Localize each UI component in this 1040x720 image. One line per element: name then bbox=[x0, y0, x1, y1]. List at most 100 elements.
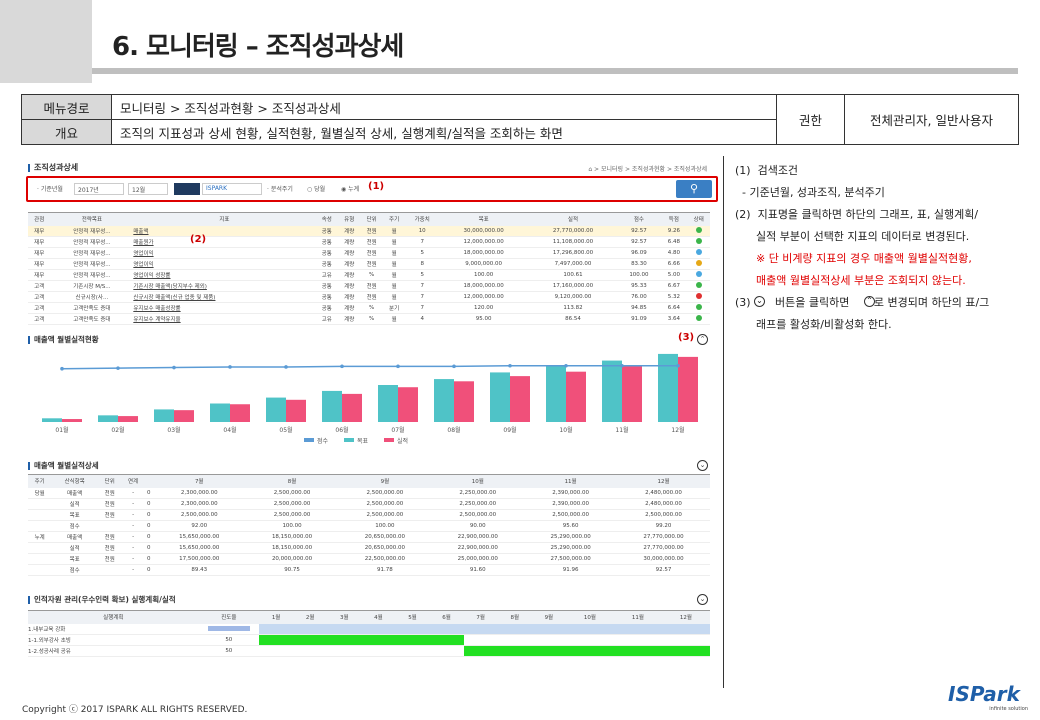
grid-cell[interactable]: 매출원가 bbox=[133, 236, 316, 248]
grid-cell: 계량 bbox=[337, 280, 361, 292]
plan-header: 2월 bbox=[293, 610, 328, 624]
month-select[interactable]: 12월 bbox=[128, 183, 168, 195]
detail-cell: 천원 bbox=[98, 553, 122, 565]
grid-cell: 안정적 재무성... bbox=[50, 269, 134, 281]
grid-cell: 천원 bbox=[360, 236, 383, 248]
table-row[interactable]: 재무 안정적 재무성... 영업이익 공통 계량 천원 월 5 18,000,000.00 17,… bbox=[28, 247, 710, 259]
detail-cell bbox=[28, 509, 52, 521]
grid-cell: 공통 bbox=[315, 225, 338, 237]
bar-actual bbox=[342, 393, 362, 422]
detail-cell: 2,500,000.00 bbox=[245, 509, 339, 521]
plan-month bbox=[497, 634, 532, 646]
tick-label: 12월 bbox=[671, 426, 684, 434]
grid-cell: 94.85 bbox=[617, 302, 661, 314]
plan-header: 3월 bbox=[327, 610, 362, 624]
grid-cell: 재무 bbox=[28, 236, 51, 248]
detail-cell bbox=[28, 542, 52, 554]
table-row[interactable]: 고객 고객만족도 증대 유지보수 계약유지율 고유 계량% 월 4 95.00 86.54 91.… bbox=[28, 313, 710, 325]
grid-cell: 7 bbox=[405, 291, 440, 303]
table-row: 1-1.외부강사 초빙 50 bbox=[28, 634, 710, 646]
plan-header: 6월 bbox=[429, 610, 464, 624]
grid-cell: 안정적 재무성... bbox=[50, 225, 134, 237]
grid-cell: 천원 bbox=[360, 280, 383, 292]
collapse-toggle-icon[interactable]: ⌃ bbox=[697, 334, 708, 345]
plan-month bbox=[429, 645, 464, 657]
detail-cell: 천원 bbox=[98, 509, 122, 521]
menu-value: 모니터링 > 조직성과현황 > 조직성과상세 bbox=[111, 94, 777, 120]
bar-actual bbox=[398, 387, 418, 422]
kpi-grid: 관점 전략목표 지표 속성 유형 단위 주기 가중치 목표 실적 점수 득점 상태 재무 안정적 재무성.… bbox=[28, 212, 710, 325]
table-row[interactable]: 고객 신규시장(사... 신규시장 매출액(신규 업종 및 제품) 공통 계량 천원 월 7 1… bbox=[28, 291, 710, 303]
detail-cell: 25,000,000.00 bbox=[431, 553, 525, 565]
page-title: 6. 모니터링 – 조직성과상세 bbox=[112, 32, 404, 62]
grid-cell[interactable]: 유지보수 매출성장률 bbox=[133, 302, 316, 314]
detail-cell: 2,390,000.00 bbox=[524, 498, 618, 510]
grid-cell[interactable]: 신규시장 매출액(신규 업종 및 제품) bbox=[133, 291, 316, 303]
plan-toggle-icon[interactable]: ⌄ bbox=[697, 594, 708, 605]
table-row[interactable]: 재무 안정적 재무성... 매출액 공통 계량 천원 월 10 30,000,000.00 27,… bbox=[28, 225, 710, 237]
grid-cell: 천원 bbox=[360, 247, 383, 259]
grid-cell[interactable]: 매출액 bbox=[133, 225, 316, 237]
grid-header: 득점 bbox=[660, 212, 688, 226]
bar-actual bbox=[62, 419, 82, 422]
detail-cell: 2,500,000.00 bbox=[152, 509, 246, 521]
radio-cumulative[interactable]: ◉ 누계 bbox=[338, 183, 363, 195]
grid-cell[interactable]: 기존시장 매출액(당지부수 제외) bbox=[133, 280, 316, 292]
grid-cell: 재무 bbox=[28, 258, 51, 270]
detail-cell: 22,900,000.00 bbox=[431, 542, 525, 554]
detail-cell: 2,500,000.00 bbox=[338, 487, 432, 499]
grid-cell: % bbox=[360, 313, 383, 325]
detail-cell bbox=[28, 564, 52, 576]
screen-title: 조직성과상세 bbox=[28, 162, 78, 173]
detail-table: 주기 산식항목 단위 연계 7월 8월 9월 10월 11월 12월 당월 매출액 천원 -0 2,300… bbox=[28, 474, 710, 576]
grid-cell: 계량 bbox=[337, 258, 361, 270]
grid-cell: 고유 bbox=[315, 313, 338, 325]
search-button[interactable]: ⚲ bbox=[676, 180, 712, 198]
grid-cell[interactable]: 유지보수 계약유지율 bbox=[133, 313, 316, 325]
grid-cell[interactable]: 영업이익 성장률 bbox=[133, 269, 316, 281]
detail-cell: 27,500,000.00 bbox=[524, 553, 618, 565]
detail-cell: 2,500,000.00 bbox=[338, 509, 432, 521]
detail-cell: 90.00 bbox=[431, 520, 525, 532]
detail-cell: 2,300,000.00 bbox=[152, 487, 246, 499]
overview-label: 개요 bbox=[21, 119, 112, 145]
detail-header: 11월 bbox=[524, 474, 618, 488]
detail-cell: 90.75 bbox=[245, 564, 339, 576]
org-icon[interactable] bbox=[174, 183, 200, 195]
grid-cell: 계량 bbox=[337, 236, 361, 248]
org-input[interactable]: ISPARK bbox=[202, 183, 262, 195]
table-row[interactable]: 고객 기존시장 M/S... 기존시장 매출액(당지부수 제외) 공통 계량 천원 월 7 18… bbox=[28, 280, 710, 292]
table-row[interactable]: 재무 안정적 재무성... 영업이익 성장률 고유 계량% 월 5 100.00 100.61 1… bbox=[28, 269, 710, 281]
grid-cell: 6.67 bbox=[660, 280, 688, 292]
table-row[interactable]: 재무 안정적 재무성... 영업이익 공통 계량 천원 월 8 9,000,000.00 7,49… bbox=[28, 258, 710, 270]
grid-cell: 83.30 bbox=[617, 258, 661, 270]
grid-cell[interactable]: 영업이익 bbox=[133, 258, 316, 270]
note-line: (2) 지표명을 클릭하면 하단의 그래프, 표, 실행계획/ bbox=[735, 208, 979, 221]
bar-actual bbox=[118, 416, 138, 422]
detail-cell: 실적 bbox=[51, 542, 99, 554]
note-line: 래프를 활성화/비활성화 한다. bbox=[735, 318, 892, 331]
table-row[interactable]: 고객 고객만족도 증대 유지보수 매출성장률 공통 계량% 분기 7 120.00 113.82… bbox=[28, 302, 710, 314]
grid-cell: 공통 bbox=[315, 291, 338, 303]
grid-cell: 공통 bbox=[315, 280, 338, 292]
grid-cell: 18,000,000.00 bbox=[439, 280, 529, 292]
bar-actual bbox=[678, 356, 698, 422]
radio-month[interactable]: ○ 당월 bbox=[304, 183, 329, 195]
grid-cell: 5.32 bbox=[660, 291, 688, 303]
detail-cell: 18,150,000.00 bbox=[245, 531, 339, 543]
detail-header: 단위 bbox=[98, 474, 122, 488]
table-row: 목표 천원 -0 17,500,000.00 20,000,000.00 22,500,0… bbox=[28, 553, 710, 565]
detail-cell: 25,290,000.00 bbox=[524, 542, 618, 554]
status-dot bbox=[695, 226, 702, 233]
plan-month bbox=[327, 634, 362, 646]
plan-header: 12월 bbox=[661, 610, 710, 624]
bar-actual bbox=[286, 399, 306, 422]
grid-cell[interactable]: 영업이익 bbox=[133, 247, 316, 259]
detail-cell: 92.00 bbox=[152, 520, 246, 532]
table-row[interactable]: 재무 안정적 재무성... 매출원가 공통 계량 천원 월 7 12,000,000.00 11,… bbox=[28, 236, 710, 248]
detail-cell: 0 bbox=[144, 553, 153, 565]
detail-toggle-icon[interactable]: ⌄ bbox=[697, 460, 708, 471]
plan-rate: 50 bbox=[198, 645, 260, 657]
year-select[interactable]: 2017년 bbox=[74, 183, 124, 195]
detail-cell: 2,500,000.00 bbox=[431, 509, 525, 521]
